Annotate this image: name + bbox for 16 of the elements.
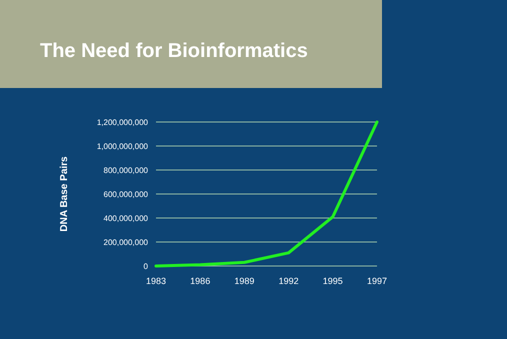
chart-title: The Need for Bioinformatics [40, 40, 308, 62]
x-tick-label: 1992 [278, 276, 299, 286]
x-tick-label: 1986 [190, 276, 210, 286]
y-tick-label: 1,200,000,000 [96, 118, 149, 127]
line-series [154, 120, 378, 268]
y-tick-label: 1,000,000,000 [96, 142, 149, 151]
y-tick-label: 800,000,000 [104, 166, 149, 175]
y-tick-label: 400,000,000 [104, 214, 149, 223]
x-tick-label: 1997 [366, 276, 388, 286]
y-tick-label: 200,000,000 [104, 238, 149, 247]
y-axis-title: DNA Base Pairs [59, 156, 70, 232]
x-tick-label: 1995 [322, 276, 343, 286]
x-tick-label: 1983 [146, 276, 166, 286]
y-tick-label: 600,000,000 [104, 190, 149, 199]
y-tick-label: 0 [144, 262, 149, 271]
x-tick-label: 1989 [234, 276, 254, 286]
